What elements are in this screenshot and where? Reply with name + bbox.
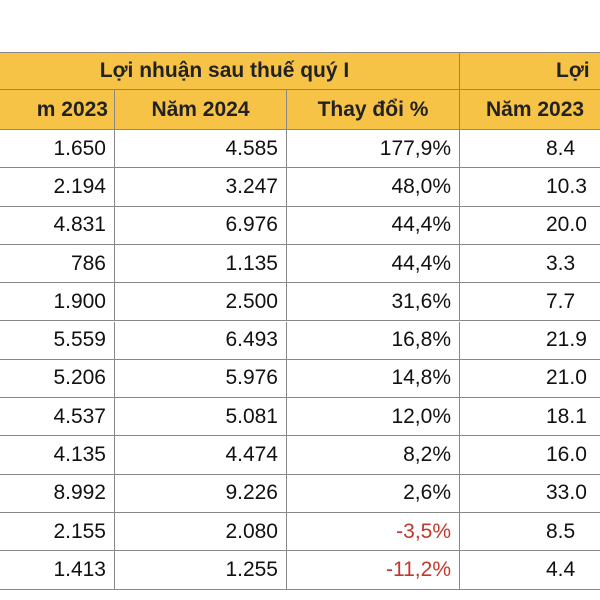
table-cell: 5.976 <box>115 359 287 399</box>
table-cell: 6.493 <box>115 321 287 360</box>
table-cell: 12,0% <box>287 398 460 437</box>
table-cell: 177,9% <box>287 130 460 169</box>
column-header: Năm 2024 <box>115 90 287 130</box>
table-cell: 3.247 <box>115 168 287 207</box>
table-cell: 48,0% <box>287 168 460 207</box>
table-cell: 6.976 <box>115 206 287 245</box>
table-cell: 8.992 <box>0 474 115 513</box>
table-cell: 4.537 <box>0 398 115 437</box>
table-cell: 2.080 <box>115 513 287 552</box>
table-cell: 3.3 <box>460 245 600 284</box>
column-header: Thay đổi % <box>287 90 460 130</box>
table-cell: 7.7 <box>460 283 600 322</box>
column-header: Năm 2023 <box>460 90 600 130</box>
table-cell: 9.226 <box>115 474 287 513</box>
table-cell: 1.900 <box>0 283 115 322</box>
table-cell: 8.4 <box>460 130 600 169</box>
table-cell: 14,8% <box>287 359 460 399</box>
table-cell: -11,2% <box>287 551 460 590</box>
table-cell: 31,6% <box>287 283 460 322</box>
table-cell: 8,2% <box>287 436 460 475</box>
table-cell: 2.155 <box>0 513 115 552</box>
table-cell: 44,4% <box>287 206 460 245</box>
table-cell: 33.0 <box>460 475 600 513</box>
table-cell: 21.0 <box>460 360 600 399</box>
table-cell: 5.081 <box>115 398 287 437</box>
table-cell: 5.559 <box>0 321 115 360</box>
table-cell: 18.1 <box>460 398 600 437</box>
table-cell: 1.255 <box>115 551 287 590</box>
table-cell: 4.831 <box>0 206 115 245</box>
group-header: Lợi <box>460 52 600 90</box>
column-header: m 2023 <box>0 90 115 130</box>
table-cell: 8.5 <box>460 513 600 552</box>
table-cell: 1.135 <box>115 244 287 284</box>
table-cell: 2,6% <box>287 474 460 513</box>
table-cell: 4.585 <box>115 130 287 169</box>
table-cell: 2.194 <box>0 168 115 207</box>
group-header: Lợi nhuận sau thuế quý I <box>0 52 460 90</box>
table-cell: 4.474 <box>115 436 287 475</box>
table-cell: 5.206 <box>0 359 115 399</box>
table-cell: 4.135 <box>0 436 115 475</box>
table-cell: 16.0 <box>460 436 600 475</box>
table-cell: 20.0 <box>460 207 600 245</box>
table-cell: -3,5% <box>287 513 460 552</box>
table-cell: 44,4% <box>287 244 460 284</box>
table-cell: 21.9 <box>460 322 600 360</box>
table-cell: 2.500 <box>115 283 287 322</box>
table-cell: 1.650 <box>0 130 115 169</box>
table-cell: 10.3 <box>460 168 600 207</box>
table-cell: 1.413 <box>0 551 115 590</box>
table-cell: 16,8% <box>287 321 460 360</box>
table-cell: 786 <box>0 244 115 284</box>
table-cell: 4.4 <box>460 551 600 590</box>
